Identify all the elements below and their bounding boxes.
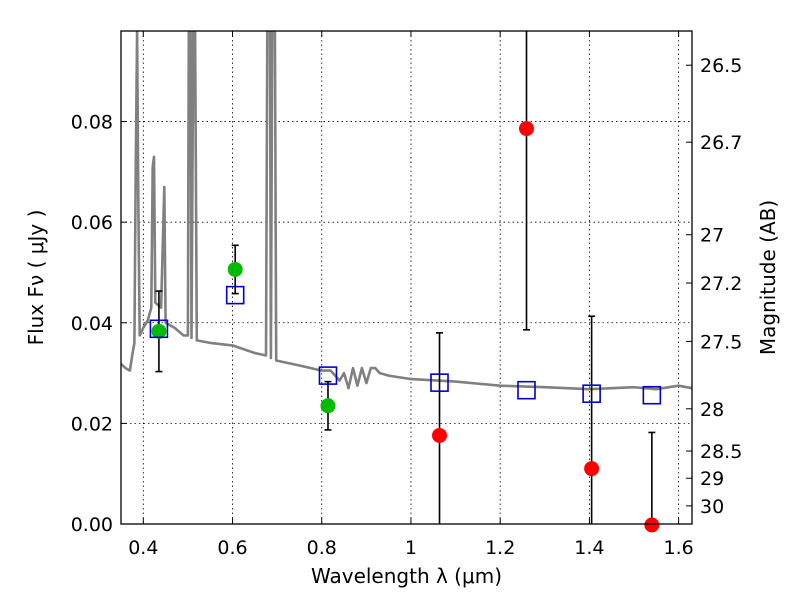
grid [121,31,692,525]
x-tick-label: 0.8 [307,537,337,559]
right-tick-label: 26.5 [700,55,742,77]
filled-circle-marker [644,517,660,533]
y-tick-label: 0.06 [71,212,113,234]
filled-circle-marker [432,427,448,443]
filled-circle-marker [518,121,534,137]
y-tick-label: 0.00 [71,514,113,536]
open-square-marker [430,373,449,392]
y-axis-label: Flux Fν ( μJy ) [24,210,48,346]
x-tick-label: 1.4 [574,537,604,559]
filled-circle-marker [320,398,336,414]
right-tick-label: 27 [700,225,724,247]
right-tick-label: 29 [700,468,724,490]
x-tick-label: 1.6 [664,537,694,559]
y-tick-label: 0.02 [71,413,113,435]
right-tick-label: 28 [700,399,724,421]
open-square-marker [642,385,662,405]
filled-circle-marker [584,461,600,477]
model-spectrum [121,31,692,391]
error-bars [155,31,656,524]
x-axis-label: Wavelength λ (μm) [311,564,502,588]
open-square-marker [149,319,169,339]
open-square-marker [225,285,245,305]
plot-frame [120,30,693,525]
right-tick-label: 27.2 [700,273,742,295]
data-markers [149,121,662,533]
open-square-marker [582,384,601,404]
right-tick-label: 27.5 [700,331,742,353]
x-tick-label: 0.4 [128,537,158,559]
model-spectrum-line [121,31,692,391]
open-square-marker [517,380,536,400]
filled-circle-marker [151,323,167,339]
x-tick-label: 0.6 [217,537,247,559]
open-square-marker [318,366,338,385]
x-tick-label: 1.2 [485,537,515,559]
y-tick-label: 0.04 [71,313,113,335]
axis-ticks: 0.4 0.6 0.8 1 1.2 1.4 1.6 0.00 0.02 0.04 0.06 0.08 2… [71,31,742,559]
y-tick-label: 0.08 [71,112,113,134]
right-tick-label: 28.5 [700,441,742,463]
right-tick-label: 26.7 [700,132,742,154]
x-tick-label: 1 [405,537,417,559]
right-tick-label: 30 [700,496,724,518]
right-axis-label: Magnitude (AB) [756,200,780,355]
filled-circle-marker [227,261,243,277]
